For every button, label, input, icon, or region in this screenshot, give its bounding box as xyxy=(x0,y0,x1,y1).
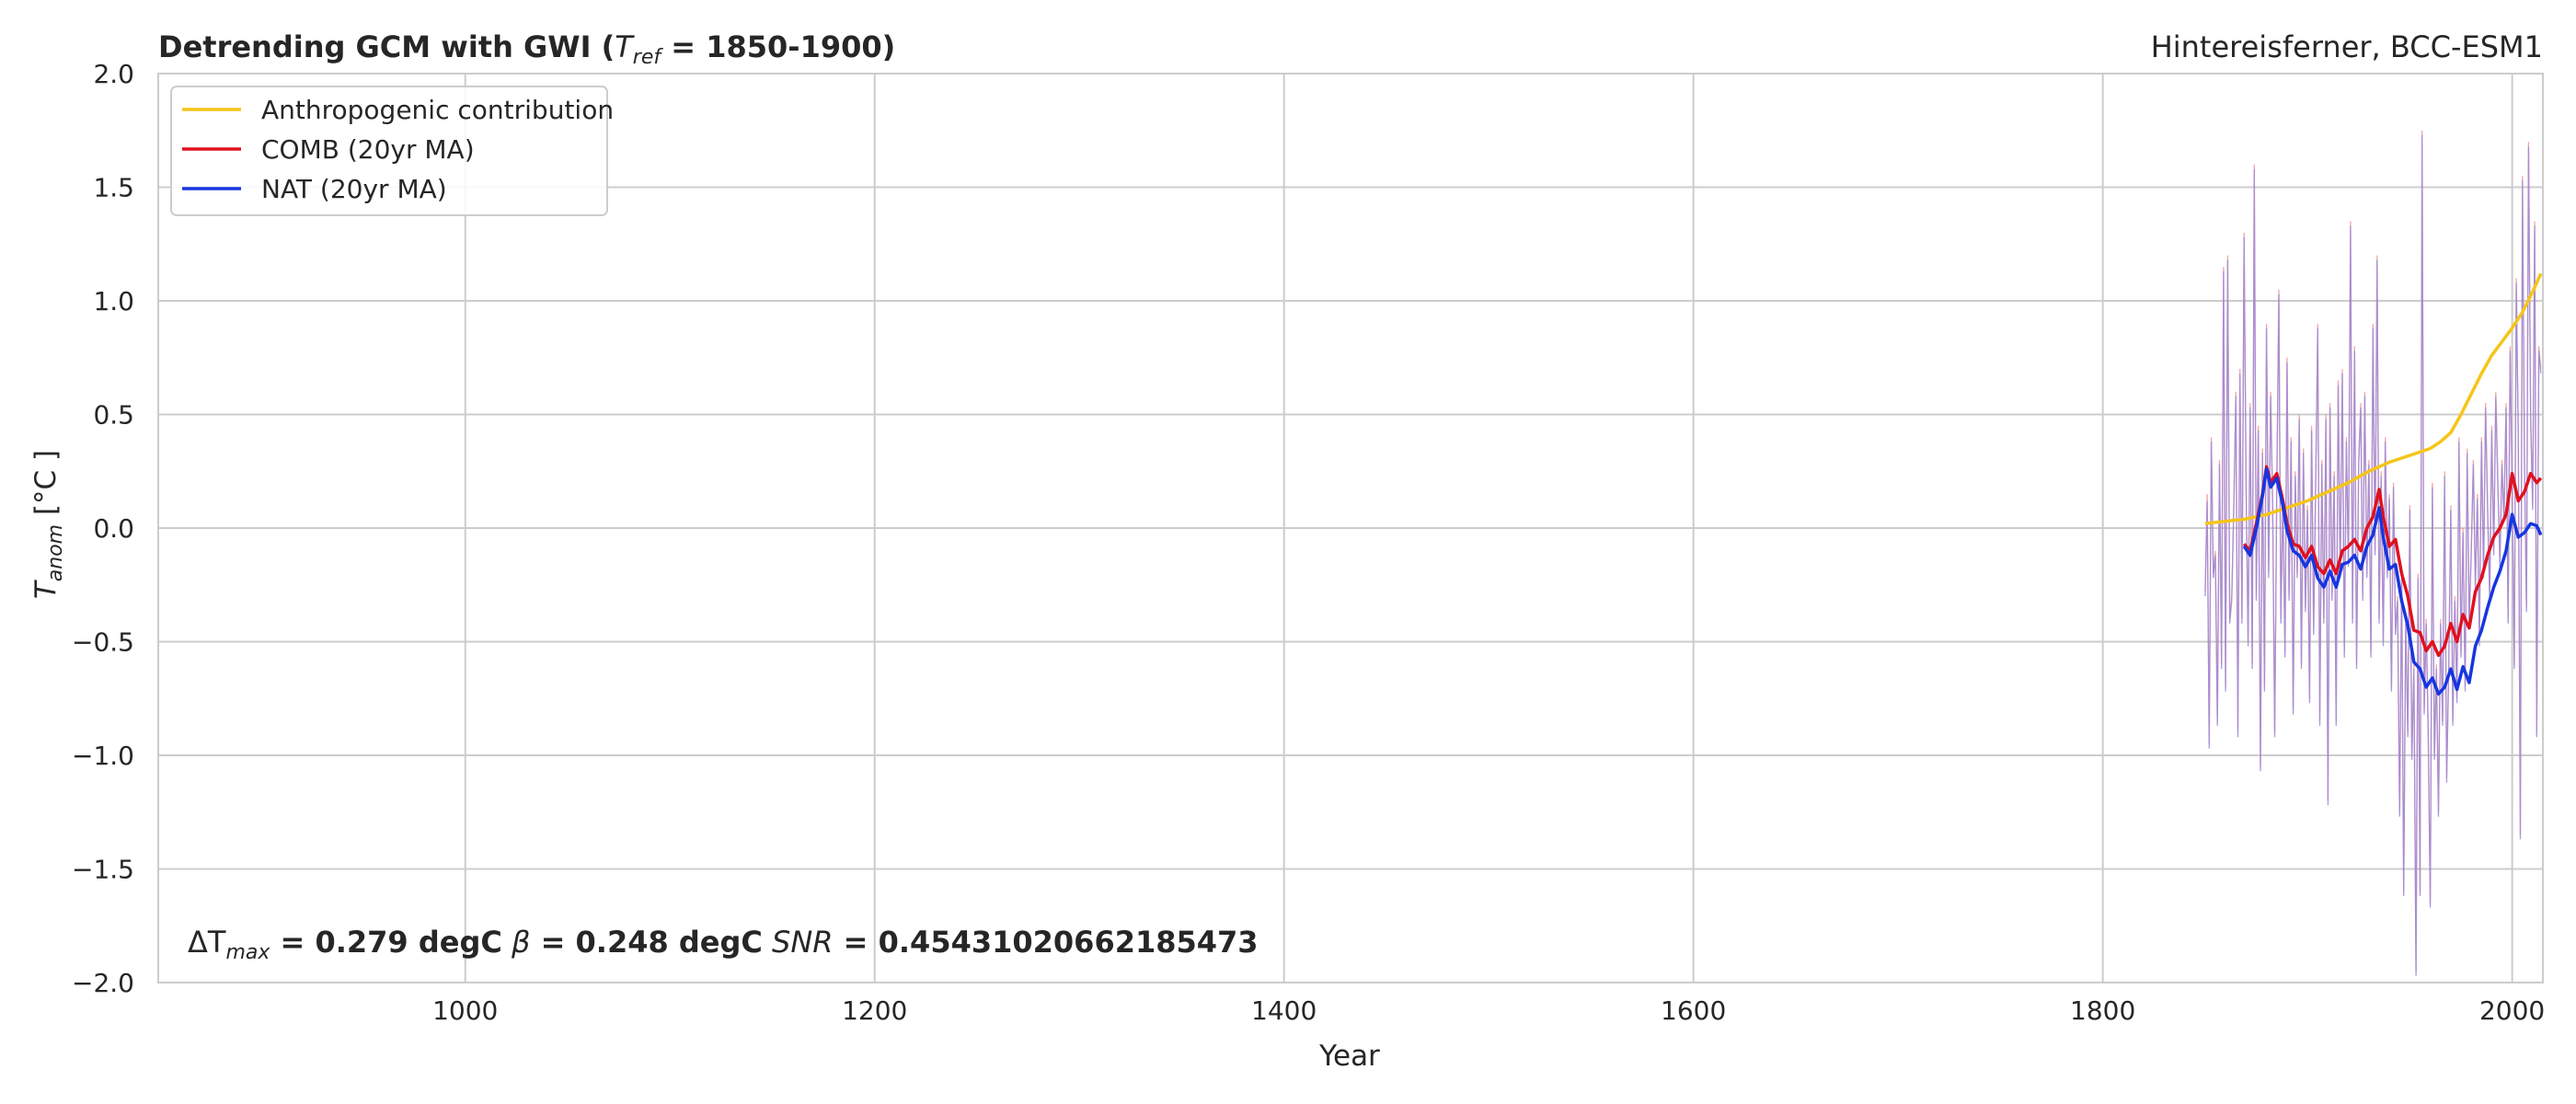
legend-label-comb: COMB (20yr MA) xyxy=(261,134,475,165)
series-lines xyxy=(2204,272,2543,696)
annual-series-lines xyxy=(2204,130,2542,976)
chart-title: Detrending GCM with GWI (Tref = 1850-190… xyxy=(158,29,895,69)
x-tick-label: 1800 xyxy=(2070,995,2135,1026)
x-tick-labels: 1000 1200 1400 1600 1800 2000 xyxy=(432,995,2545,1026)
y-tick-label: 1.0 xyxy=(93,286,134,316)
plot-area xyxy=(2204,130,2543,976)
y-tick-label: 1.5 xyxy=(93,173,134,203)
x-axis-label: Year xyxy=(1318,1040,1380,1073)
y-tick-labels: −2.0 −1.5 −1.0 −0.5 0.0 0.5 1.0 1.5 2.0 xyxy=(72,59,134,998)
y-tick-label: 2.0 xyxy=(93,59,134,89)
nat-ma-line xyxy=(2242,467,2543,696)
anthropogenic-line xyxy=(2204,272,2543,525)
y-tick-label: 0.5 xyxy=(93,400,134,431)
stats-annotation: ΔTmax = 0.279 degC β = 0.248 degC SNR = … xyxy=(188,925,1259,964)
plot-frame xyxy=(157,73,2544,983)
x-tick-label: 1200 xyxy=(842,995,907,1026)
x-tick-label: 1400 xyxy=(1251,995,1317,1026)
y-tick-label: 0.0 xyxy=(93,513,134,544)
x-tick-label: 2000 xyxy=(2479,995,2545,1026)
chart-subtitle: Hintereisferner, BCC-ESM1 xyxy=(2151,29,2543,64)
comb-ma-line xyxy=(2242,465,2543,658)
legend-box xyxy=(170,86,608,216)
y-axis-label: Tanom [°C ] xyxy=(29,450,67,599)
legend-label-nat: NAT (20yr MA) xyxy=(261,174,447,204)
y-tick-label: −1.5 xyxy=(72,855,134,885)
legend-label-anthropogenic: Anthropogenic contribution xyxy=(261,95,614,125)
y-tick-label: −2.0 xyxy=(72,968,134,998)
y-tick-label: −1.0 xyxy=(72,741,134,771)
nat-annual-line xyxy=(2204,134,2542,976)
legend: Anthropogenic contribution COMB (20yr MA… xyxy=(170,86,614,216)
x-tick-label: 1000 xyxy=(432,995,498,1026)
y-tick-label: −0.5 xyxy=(72,627,134,658)
x-tick-label: 1600 xyxy=(1661,995,1726,1026)
